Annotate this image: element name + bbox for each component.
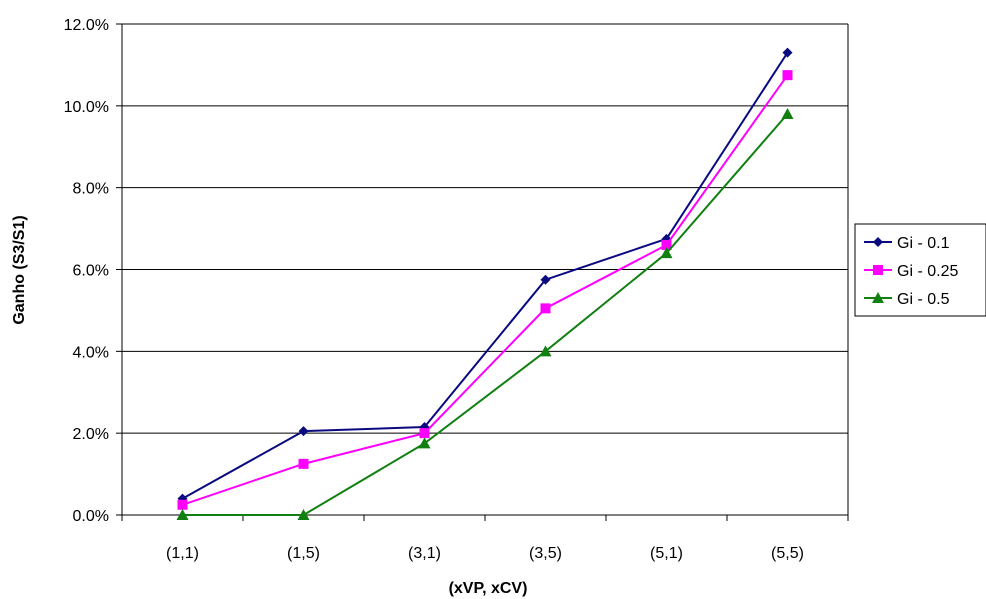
legend-item: Gi - 0.25 <box>864 263 958 280</box>
data-point <box>298 458 309 469</box>
y-axis-title: Ganho (S3/S1) <box>11 215 28 324</box>
data-point <box>176 509 189 520</box>
x-tick-label: (5,5) <box>771 545 804 562</box>
series-line <box>182 52 789 500</box>
legend-marker <box>873 237 883 247</box>
y-tick-labels: 0.0% 2.0% 4.0% 6.0% 8.0% 10.0% 12.0% <box>64 17 109 525</box>
y-tick-label: 10.0% <box>64 99 109 116</box>
series-3 <box>176 108 794 520</box>
legend-item: Gi - 0.1 <box>864 235 950 252</box>
x-tick-label: (1,1) <box>166 545 199 562</box>
y-tick-label: 2.0% <box>73 426 109 443</box>
data-point <box>297 509 310 520</box>
data-point <box>418 437 431 449</box>
series-2 <box>177 70 793 510</box>
gridlines <box>122 23 848 516</box>
data-point <box>419 428 430 439</box>
x-tick-label: (5,1) <box>650 545 683 562</box>
data-point <box>177 499 188 510</box>
data-point <box>539 345 552 357</box>
data-point <box>540 274 551 285</box>
data-point <box>781 108 794 120</box>
data-point <box>661 239 672 250</box>
legend-label: Gi - 0.5 <box>897 291 950 308</box>
y-tick-label: 6.0% <box>73 263 109 280</box>
series-line <box>182 113 789 516</box>
y-tick-label: 12.0% <box>64 17 109 34</box>
data-point <box>782 70 793 81</box>
legend-marker <box>872 292 884 303</box>
x-tick-label: (1,5) <box>287 545 320 562</box>
legend-marker <box>873 265 883 275</box>
legend-label: Gi - 0.1 <box>897 235 950 252</box>
y-tick-label: 0.0% <box>73 508 109 525</box>
series-1 <box>177 47 793 504</box>
x-axis-title: (xVP, xCV) <box>449 580 528 597</box>
data-point <box>298 426 309 437</box>
data-point <box>660 247 673 259</box>
legend-label: Gi - 0.25 <box>897 263 958 280</box>
series-line <box>182 74 789 506</box>
data-point <box>540 303 551 314</box>
series-lines <box>176 47 794 520</box>
x-tick-labels: (1,1) (1,5) (3,1) (3,5) (5,1) (5,5) <box>166 545 804 562</box>
data-point <box>782 47 793 58</box>
x-tick-label: (3,5) <box>529 545 562 562</box>
legend: Gi - 0.1 Gi - 0.25 Gi - 0.5 <box>854 223 986 317</box>
y-tick-label: 4.0% <box>73 344 109 361</box>
x-tick-label: (3,1) <box>408 545 441 562</box>
axes <box>116 23 849 521</box>
legend-item: Gi - 0.5 <box>864 291 950 308</box>
y-tick-label: 8.0% <box>73 181 109 198</box>
